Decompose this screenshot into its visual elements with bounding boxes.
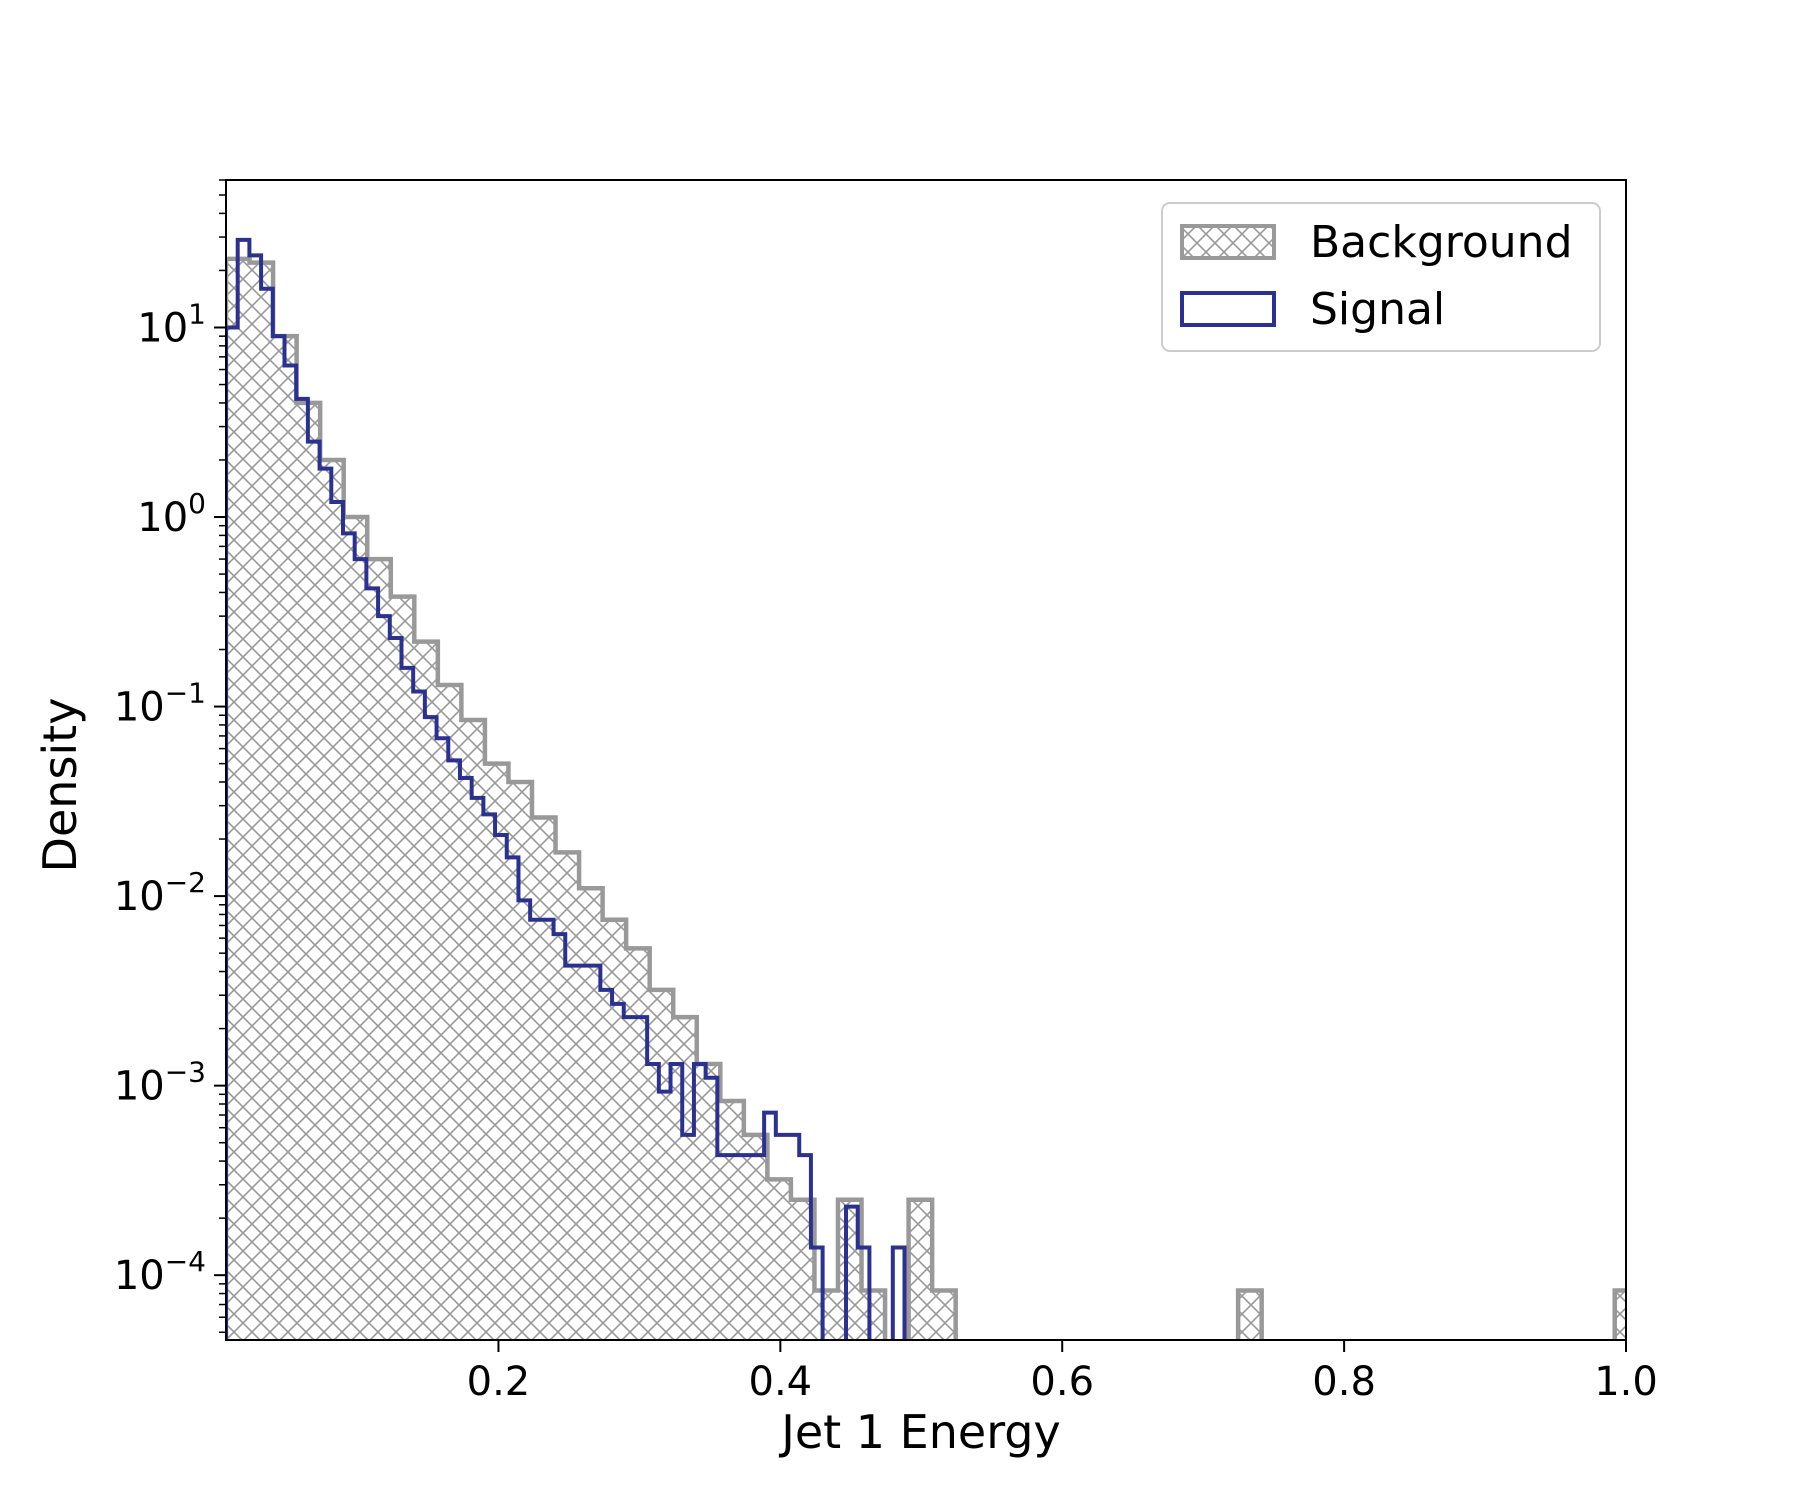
legend-swatch-signal (1180, 291, 1276, 327)
plot-area (225, 179, 1627, 1341)
x-tick-label: 0.2 (467, 1359, 531, 1405)
x-tick-label: 0.6 (1030, 1359, 1094, 1405)
y-tick-label: 10−2 (114, 866, 206, 920)
x-axis-label: Jet 1 Energy (778, 1405, 1060, 1459)
y-tick-label: 10−1 (114, 677, 206, 731)
legend-swatch-background (1180, 224, 1276, 260)
y-tick-label: 100 (137, 487, 206, 541)
y-minor-ticks (219, 179, 226, 1333)
y-tick-label: 101 (137, 297, 206, 351)
x-tick-label: 0.8 (1312, 1359, 1376, 1405)
x-tick-label: 1.0 (1594, 1359, 1658, 1405)
y-axis-ticks: 101 100 10−1 10−2 10−3 10−4 (114, 297, 226, 1299)
legend: Background Signal (1161, 202, 1601, 352)
y-axis-label: Density (33, 698, 87, 873)
y-tick-label: 10−4 (114, 1245, 206, 1299)
x-axis-ticks: 0.2 0.4 0.6 0.8 1.0 (467, 1340, 1658, 1405)
series-background-fill (226, 258, 1626, 1340)
legend-label-background: Background (1310, 217, 1573, 268)
axes-frame (225, 179, 1627, 1341)
legend-label-signal: Signal (1310, 284, 1445, 335)
series-signal-outline (226, 237, 907, 1340)
x-tick-label: 0.4 (749, 1359, 813, 1405)
series-background-outline (226, 256, 1626, 1340)
y-tick-label: 10−3 (114, 1056, 206, 1110)
